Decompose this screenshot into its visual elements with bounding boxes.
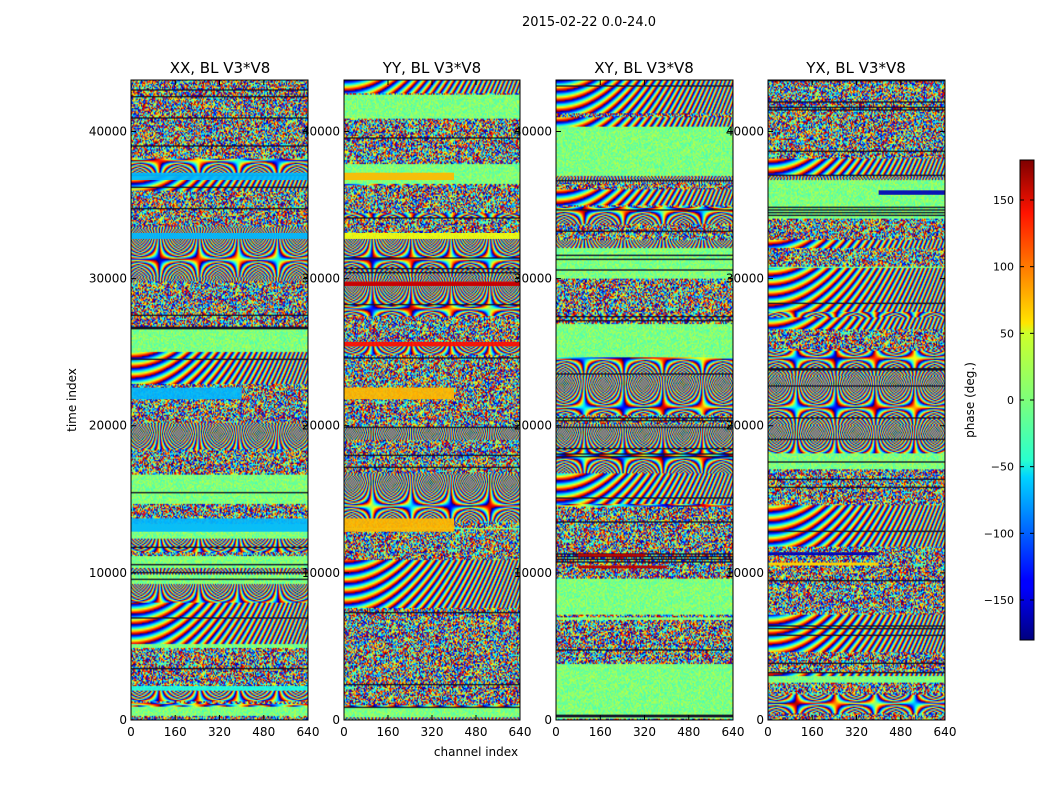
y-tick-label: 20000 <box>302 419 340 433</box>
phase-band <box>344 518 454 532</box>
y-axis-label: time index <box>65 368 79 432</box>
x-tick-label: 640 <box>297 725 320 739</box>
x-tick-label: 0 <box>127 725 135 739</box>
phase-band <box>131 686 308 691</box>
panel-xy: XY, BL V3*V8 0 160 320 480 640 0 10000 20000 300… <box>514 59 745 739</box>
y-tick-label: 20000 <box>726 419 764 433</box>
colorbar-tick-label: 0 <box>1007 394 1014 407</box>
phase-band <box>578 553 645 557</box>
phase-band <box>578 565 667 569</box>
colorbar-ticks: −150 −100 −50 0 50 100 150 <box>984 194 1034 607</box>
panel-title-xx: XX, BL V3*V8 <box>170 59 271 77</box>
panel-yx: YX, BL V3*V8 0 160 320 480 640 0 10000 20000 300… <box>726 59 957 739</box>
y-tick-label: 40000 <box>302 124 340 138</box>
phase-heatmap-xx <box>131 80 308 720</box>
colorbar-tick-label: −150 <box>984 594 1014 607</box>
x-tick-label: 160 <box>589 725 612 739</box>
phase-band <box>344 233 520 239</box>
x-tick-label: 160 <box>377 725 400 739</box>
phase-band <box>344 387 454 400</box>
x-tick-label: 480 <box>677 725 700 739</box>
phase-band <box>878 190 945 195</box>
colorbar-tick-label: 100 <box>993 261 1014 274</box>
phase-heatmap-yy <box>344 80 520 720</box>
x-tick-label: 480 <box>889 725 912 739</box>
phase-band <box>344 281 520 286</box>
x-tick-label: 480 <box>252 725 275 739</box>
phase-band <box>131 387 242 400</box>
y-tick-label: 10000 <box>726 566 764 580</box>
phase-band <box>344 172 454 181</box>
x-tick-label: 320 <box>421 725 444 739</box>
highlight-bands-xx <box>131 172 308 691</box>
y-tick-label: 20000 <box>89 419 127 433</box>
colorbar: −150 −100 −50 0 50 100 150 phase (deg.) <box>963 159 1035 641</box>
panel-title-yy: YY, BL V3*V8 <box>382 59 481 77</box>
colorbar-tick-label: 150 <box>993 194 1014 207</box>
y-tick-label: 0 <box>544 713 552 727</box>
panel-title-xy: XY, BL V3*V8 <box>594 59 694 77</box>
y-tick-label: 0 <box>332 713 340 727</box>
phase-band <box>344 341 520 347</box>
ticks-yy: 0 160 320 480 640 0 10000 20000 30000 40000 <box>302 80 532 739</box>
highlight-bands-yx <box>768 190 945 566</box>
x-tick-label: 640 <box>722 725 745 739</box>
panel-title-yx: YX, BL V3*V8 <box>805 59 906 77</box>
panel-xx: XX, BL V3*V8 0 160 320 480 640 0 10000 20000 300… <box>89 59 320 739</box>
y-tick-label: 40000 <box>514 124 552 138</box>
colorbar-tick-label: −100 <box>984 527 1014 540</box>
phase-band <box>131 172 308 181</box>
phase-band <box>768 552 879 556</box>
x-tick-label: 160 <box>164 725 187 739</box>
y-tick-label: 0 <box>119 713 127 727</box>
y-tick-label: 10000 <box>302 566 340 580</box>
colorbar-tick-label: −50 <box>991 461 1014 474</box>
y-tick-label: 30000 <box>726 272 764 286</box>
y-tick-label: 30000 <box>514 272 552 286</box>
x-tick-label: 640 <box>509 725 532 739</box>
x-tick-label: 640 <box>934 725 957 739</box>
y-tick-label: 30000 <box>89 272 127 286</box>
panel-yy: YY, BL V3*V8 0 160 320 480 640 0 10000 20000 300… <box>302 59 532 739</box>
x-tick-label: 0 <box>764 725 772 739</box>
ticks-yx: 0 160 320 480 640 0 10000 20000 30000 40000 <box>726 80 957 739</box>
phase-heatmap-xy <box>556 80 733 720</box>
y-tick-label: 10000 <box>89 566 127 580</box>
x-tick-label: 320 <box>633 725 656 739</box>
highlight-bands-xy <box>578 553 667 569</box>
x-tick-label: 160 <box>801 725 824 739</box>
ticks-xy: 0 160 320 480 640 0 10000 20000 30000 40000 <box>514 80 745 739</box>
colorbar-label: phase (deg.) <box>963 362 977 438</box>
x-tick-label: 320 <box>845 725 868 739</box>
x-axis-label: channel index <box>434 745 518 759</box>
y-tick-label: 40000 <box>89 124 127 138</box>
phase-band <box>768 562 879 566</box>
phase-band <box>131 518 308 532</box>
x-tick-label: 320 <box>208 725 231 739</box>
phase-heatmap-yx <box>768 80 945 720</box>
y-tick-label: 10000 <box>514 566 552 580</box>
y-tick-label: 30000 <box>302 272 340 286</box>
highlight-bands-yy <box>344 172 520 532</box>
y-tick-label: 0 <box>756 713 764 727</box>
y-tick-label: 20000 <box>514 419 552 433</box>
phase-band <box>131 233 308 239</box>
colorbar-tick-label: 50 <box>1000 327 1014 340</box>
x-tick-label: 0 <box>552 725 560 739</box>
x-tick-label: 480 <box>465 725 488 739</box>
figure-suptitle: 2015-02-22 0.0-24.0 <box>522 15 656 30</box>
y-tick-label: 40000 <box>726 124 764 138</box>
x-tick-label: 0 <box>340 725 348 739</box>
ticks-xx: 0 160 320 480 640 0 10000 20000 30000 40000 <box>89 80 320 739</box>
